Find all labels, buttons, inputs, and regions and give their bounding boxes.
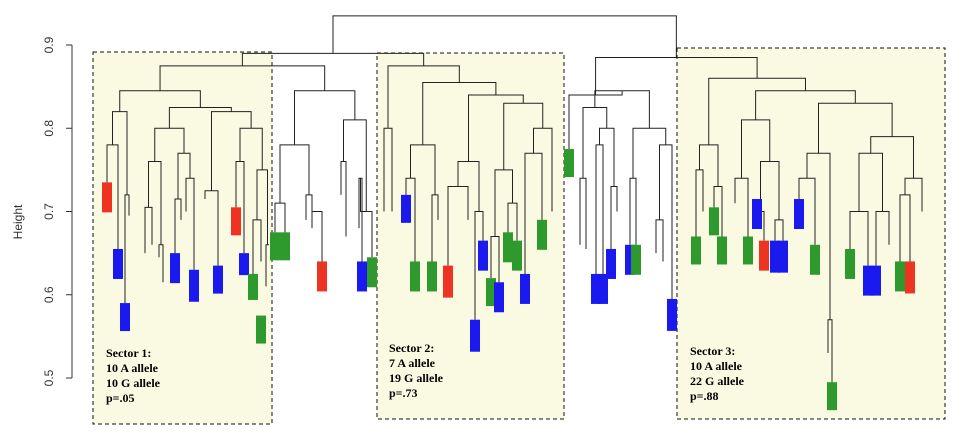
leaf-bar [625,244,635,275]
leaf-bar [759,240,769,271]
sector-box-1 [92,51,273,425]
leaf-bar [102,182,112,213]
leaf-bar [520,273,530,304]
leaf-bar [598,273,608,304]
leaf-bar [606,248,616,279]
branch [595,144,604,274]
leaf-bar [709,207,719,236]
branch [305,194,313,229]
y-tick-label: 0.7 [42,203,56,220]
branch [629,177,637,245]
leaf-bar [905,261,915,294]
leaf-bar [743,236,753,265]
leaf-bar [717,236,727,265]
branch [294,90,356,145]
branch [599,127,615,187]
y-tick-label: 0.6 [42,286,56,303]
sector-3-line: 10 A allele [690,359,743,373]
leaf-bar [845,248,855,279]
sector-3-line: 22 G allele [690,374,745,388]
leaf-bar [667,298,677,331]
sector-boxes [92,47,946,425]
leaf-bar [410,261,420,292]
sector-box-2 [376,52,565,420]
branch [340,161,347,237]
branch [274,202,286,233]
sector-1-line: p=.05 [106,391,135,405]
leaf-bar [113,248,123,279]
leaf-bar [189,269,199,302]
sector-1-line: 10 A allele [106,361,159,375]
leaf-bar [270,232,280,261]
sector-2-line: p=.73 [389,386,418,400]
y-tick-label: 0.8 [42,120,56,137]
sector-3-title: Sector 3: [690,344,735,358]
leaf-bar [494,282,504,313]
leaf-bar [401,194,411,223]
sector-3-line: p=.88 [690,389,719,403]
leaf-bar [367,257,377,288]
leaf-bar [443,265,453,298]
branch [279,144,310,204]
y-tick-label: 0.5 [42,369,56,386]
leaf-bar [512,240,522,271]
leaf-bar [564,149,574,178]
branch [594,90,650,129]
branch [204,190,219,266]
sector-2-line: 19 G allele [389,371,444,385]
leaf-bar [248,273,258,300]
leaf-bar [537,219,547,250]
branch [332,15,677,58]
leaf-bar [317,261,327,292]
branch [582,106,608,179]
leaf-bar [239,253,249,276]
leaf-bar [863,265,873,296]
leaf-bar [778,240,788,273]
y-tick-label: 0.9 [42,36,56,53]
branch [579,177,587,249]
y-axis-label: Height [11,204,25,239]
leaf-bar [280,232,290,261]
sector-1-line: 10 G allele [106,376,161,390]
y-axis: 0.5 0.6 0.7 0.8 0.9 [42,36,73,386]
leaf-bar [503,232,513,263]
branch [659,144,673,299]
leaf-bar [213,265,223,294]
branch [168,106,232,129]
dendrogram-branches [106,15,923,383]
leaf-bar [631,244,641,275]
leaf-bar [470,319,480,352]
leaf-bar [478,240,488,271]
leaf-bar [691,236,701,265]
dendrogram-leaves [102,149,915,411]
leaf-bar [231,207,241,236]
leaf-bar [827,382,837,411]
sector-2-line: 7 A allele [389,356,436,370]
leaf-bar [895,261,905,292]
branch [610,186,618,249]
sector-1-title: Sector 1: [106,346,151,360]
leaf-bar [871,265,881,296]
leaf-bar [486,278,496,307]
sector-2-title: Sector 2: [389,341,434,355]
branch [655,219,664,262]
leaf-bar [357,261,367,292]
leaf-bar [770,240,780,273]
leaf-bar [427,261,437,292]
leaf-bar [591,273,601,304]
leaf-bar [120,303,130,332]
leaf-bar [810,244,820,275]
leaf-bar [794,199,804,230]
leaf-bar [752,199,762,230]
branch [311,211,323,262]
branch [343,119,367,212]
leaf-bar [256,315,266,344]
branch [632,127,667,179]
leaf-bar [170,253,180,284]
